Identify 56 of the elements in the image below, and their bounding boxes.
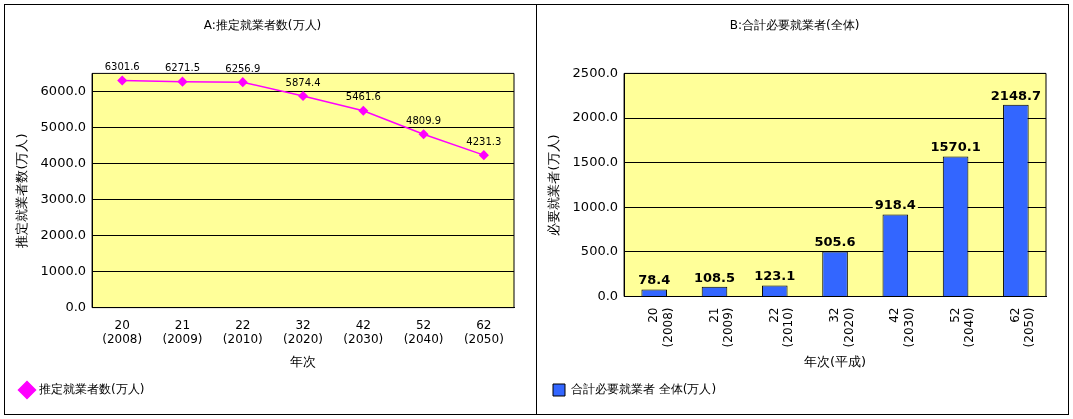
x-tick-label: 22 (2010)	[222, 317, 263, 347]
point	[238, 77, 248, 87]
point	[117, 75, 127, 86]
y-tick-label: 2500.0	[572, 64, 619, 80]
x-tick-label: 52 (2040)	[403, 317, 444, 347]
point	[177, 76, 188, 87]
data-label: 2148.7	[990, 87, 1041, 103]
data-label: 505.6	[814, 234, 856, 250]
x-tick-label: 21 (2009)	[162, 317, 203, 347]
y-axis-title: 必要就業者(万人)	[546, 134, 562, 236]
point	[479, 150, 489, 160]
y-tick-label: 2000.0	[572, 109, 619, 125]
data-label: 108.5	[693, 269, 736, 285]
x-tick-label: 32 (2020)	[283, 317, 323, 347]
data-label: 6301.6	[104, 61, 140, 73]
y-tick-label: 0.0	[65, 298, 87, 314]
x-tick-label: 62 (2050)	[1007, 307, 1037, 348]
y-tick-label: 1500.0	[572, 154, 619, 170]
data-label: 6256.9	[225, 62, 261, 74]
data-label: 1570.1	[930, 139, 981, 155]
data-label: 123.1	[754, 268, 796, 284]
point	[358, 106, 369, 116]
data-label: 6271.5	[165, 62, 200, 74]
y-tick-label: 1000.0	[572, 198, 619, 214]
x-axis-title: 年次	[290, 353, 317, 369]
x-axis-title: 年次(平成)	[803, 353, 867, 369]
x-tick-label: 62 (2050)	[463, 317, 504, 347]
y-tick-label: 6000.0	[40, 82, 87, 98]
y-tick-label: 2000.0	[40, 226, 87, 242]
data-label: 5461.6	[345, 91, 381, 103]
data-label: 5874.4	[285, 76, 321, 88]
x-tick-label: 20 (2008)	[646, 307, 675, 348]
x-tick-label: 22 (2010)	[766, 307, 796, 348]
chart-title: A:推定就業者数(万人)	[203, 18, 322, 33]
legend-label: 推定就業者数(万人)	[39, 382, 145, 397]
data-label: 918.4	[874, 197, 916, 213]
point	[418, 129, 429, 140]
y-tick-label: 5000.0	[40, 118, 87, 134]
legend-label: 合計必要就業者 全体(万人)	[571, 382, 717, 397]
y-tick-label: 3000.0	[40, 190, 87, 206]
y-tick-label: 4000.0	[40, 154, 87, 170]
x-tick-label: 21 (2009)	[706, 307, 736, 348]
y-tick-label: 500.0	[580, 243, 619, 259]
point	[298, 91, 308, 101]
x-tick-label: 42 (2030)	[343, 317, 384, 347]
x-tick-label: 52 (2040)	[947, 307, 977, 348]
chart-title: B:合計必要就業者(全体)	[729, 18, 860, 33]
y-tick-label: 1000.0	[40, 262, 87, 278]
x-tick-label: 42 (2030)	[887, 307, 916, 348]
x-tick-label: 32 (2020)	[827, 307, 856, 348]
data-label: 78.4	[638, 272, 671, 288]
x-tick-label: 20 (2008)	[102, 317, 143, 347]
y-tick-label: 0.0	[597, 287, 619, 303]
y-axis-title: 推定就業者数(万人)	[14, 133, 30, 248]
data-label: 4809.9	[406, 114, 442, 126]
data-label: 4231.3	[466, 135, 502, 147]
